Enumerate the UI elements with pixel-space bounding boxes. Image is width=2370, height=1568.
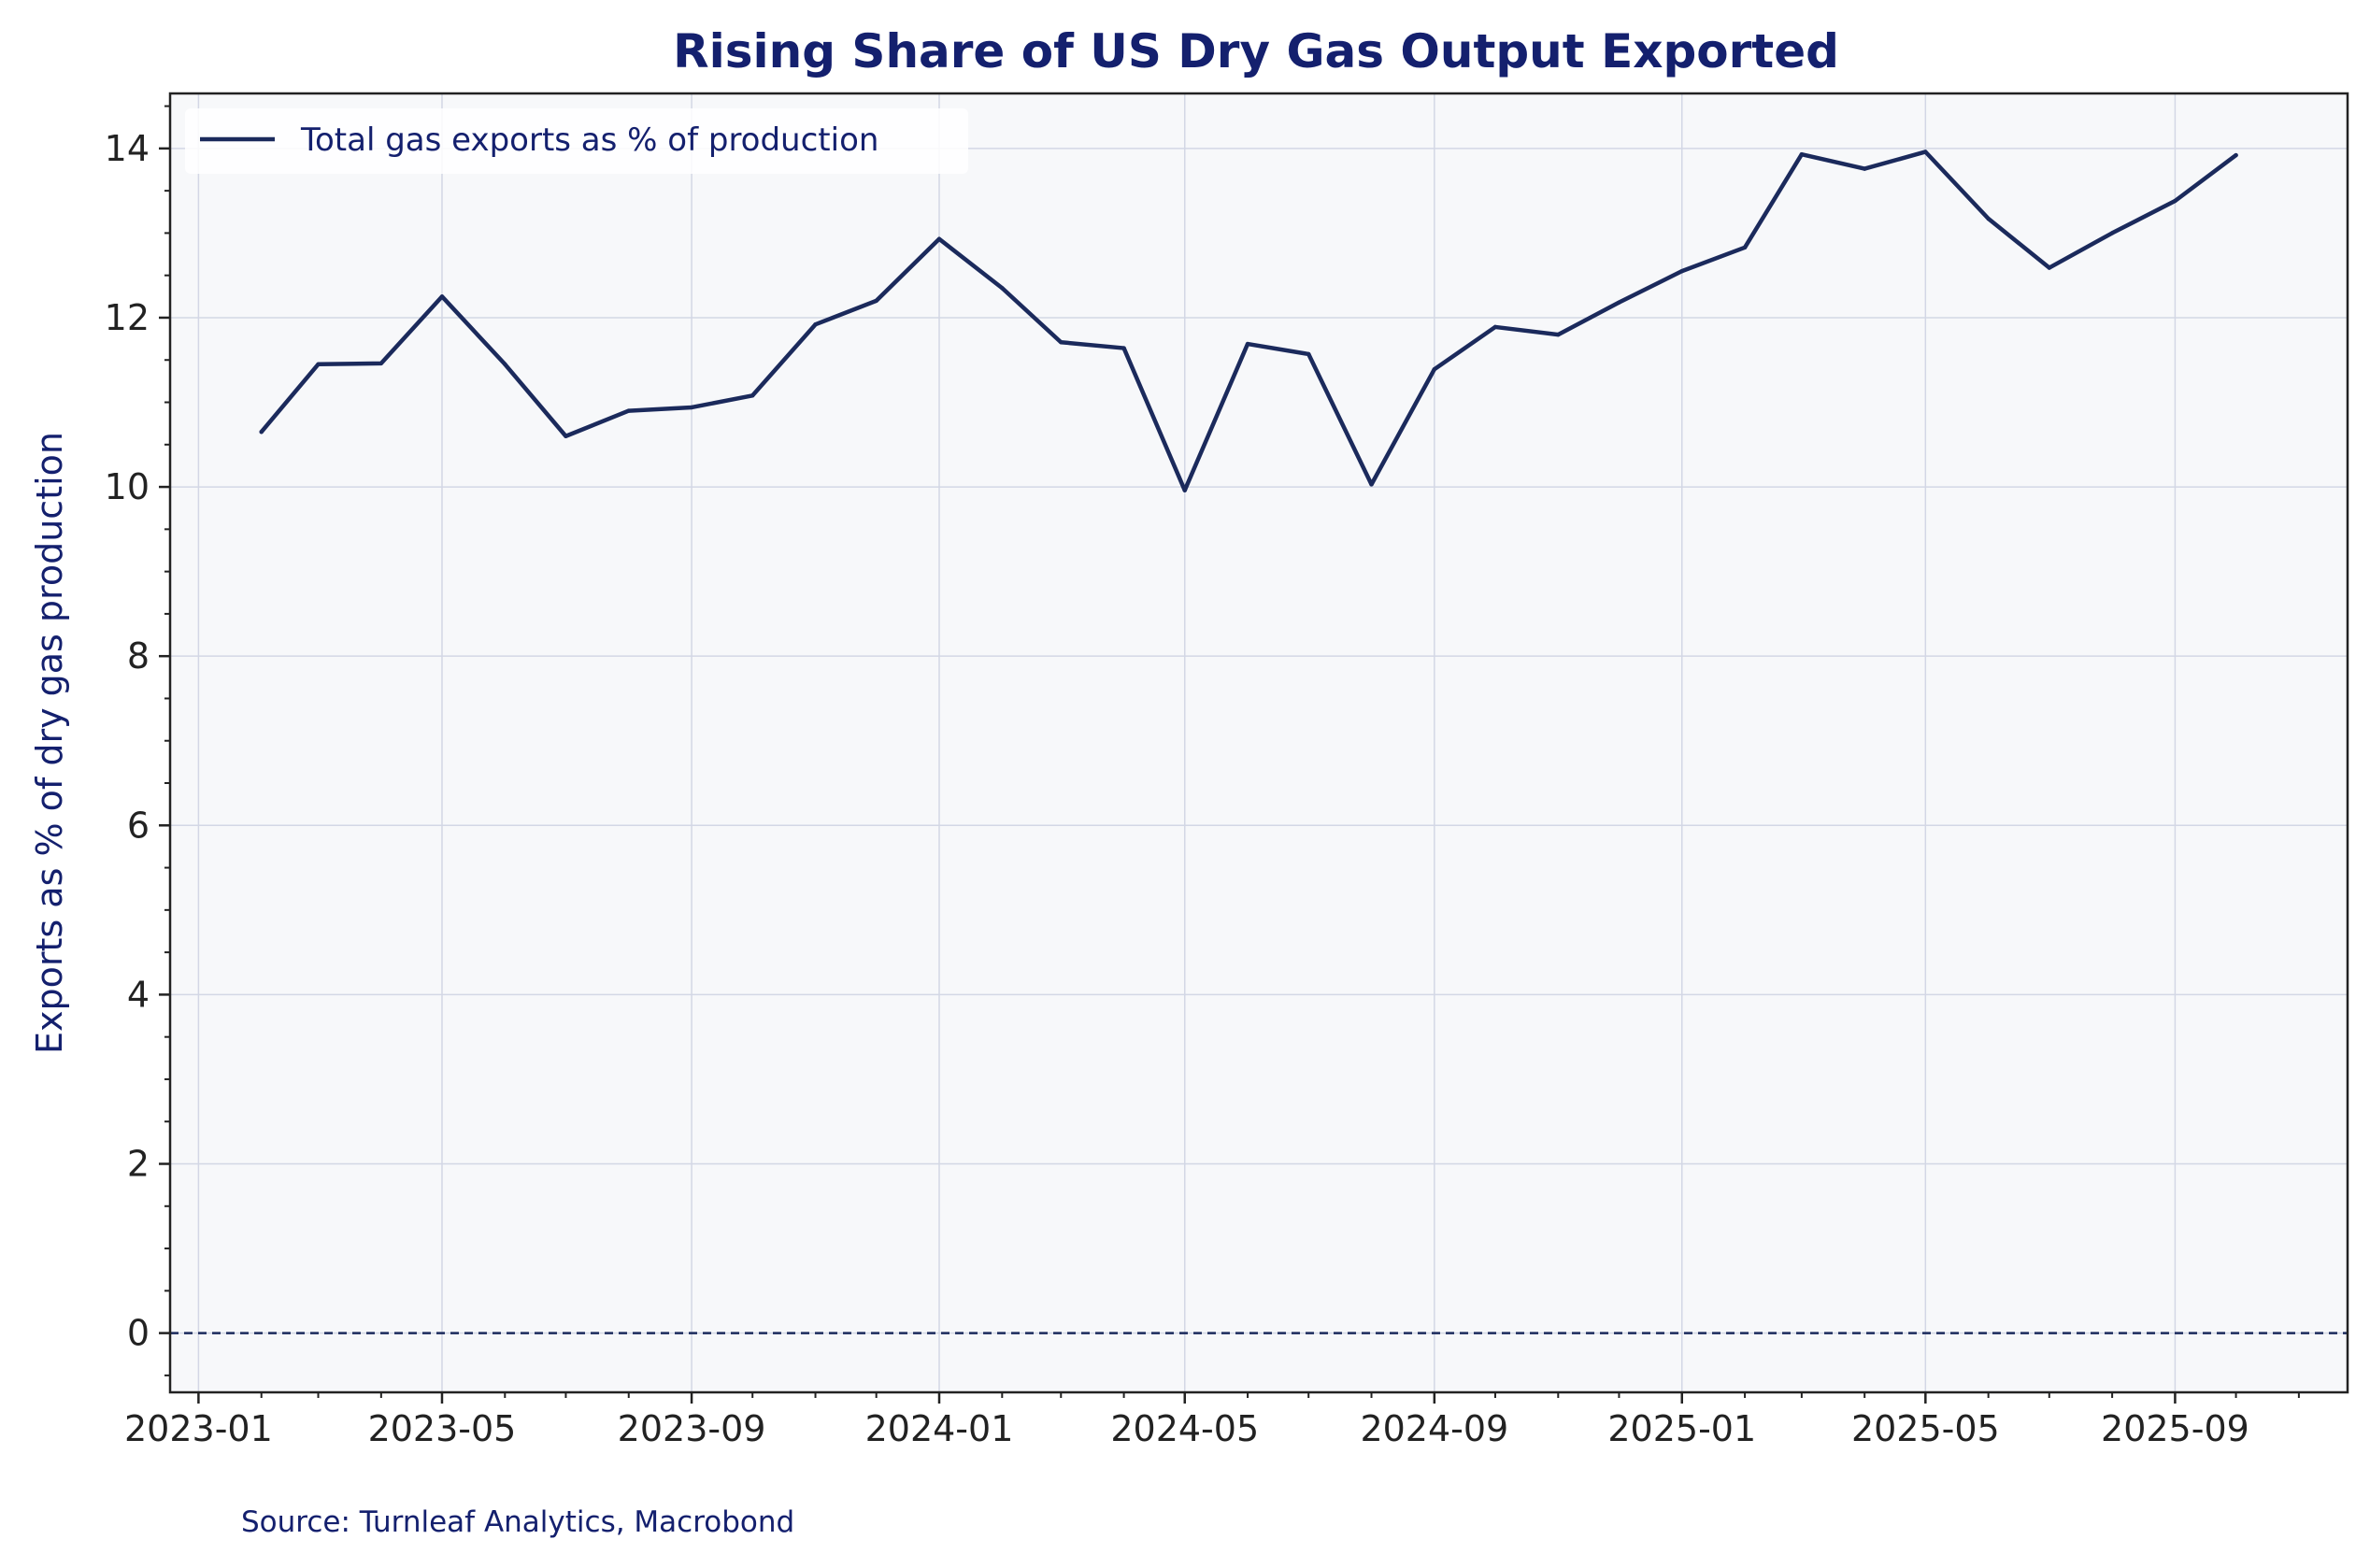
- data-point: [936, 236, 942, 241]
- legend-box: [185, 108, 968, 174]
- data-point: [378, 361, 384, 366]
- data-point: [1799, 151, 1805, 157]
- data-point: [1923, 150, 1928, 154]
- data-point: [1369, 482, 1374, 487]
- data-point: [1679, 268, 1684, 274]
- data-point: [689, 405, 694, 410]
- chart-title: Rising Share of US Dry Gas Output Export…: [673, 24, 1839, 78]
- plot-area: [170, 93, 2348, 1392]
- data-point: [750, 393, 755, 398]
- data-point: [2234, 152, 2238, 158]
- data-point: [1245, 341, 1250, 347]
- y-tick-label: 4: [127, 974, 150, 1015]
- x-tick-label: 2024-01: [865, 1408, 1014, 1449]
- legend: Total gas exports as % of production: [185, 108, 968, 174]
- y-tick-label: 6: [127, 805, 150, 846]
- data-point: [1121, 346, 1126, 350]
- data-point: [874, 298, 878, 304]
- data-point: [1556, 332, 1561, 337]
- x-tick-label: 2025-05: [1851, 1408, 2000, 1449]
- y-tick-label: 14: [105, 128, 150, 169]
- data-point: [2173, 198, 2177, 204]
- data-point: [259, 430, 264, 435]
- plot-frame: [168, 92, 2349, 1394]
- data-point: [1986, 216, 1991, 221]
- x-tick-label: 2023-05: [368, 1408, 517, 1449]
- data-point: [1182, 488, 1187, 492]
- y-tick-label: 12: [105, 297, 150, 338]
- y-tick-label: 8: [127, 635, 150, 677]
- data-point: [1059, 340, 1064, 345]
- grid-lines: [170, 93, 2348, 1392]
- data-point: [1492, 324, 1498, 330]
- y-tick-label: 0: [127, 1313, 150, 1354]
- x-tick-label: 2024-05: [1110, 1408, 1259, 1449]
- data-point: [439, 294, 445, 299]
- x-tick-label: 2023-01: [124, 1408, 273, 1449]
- data-point: [813, 322, 818, 327]
- data-point: [564, 434, 568, 438]
- data-point: [503, 362, 507, 366]
- x-tick-label: 2024-09: [1360, 1408, 1508, 1449]
- y-axis-label: Exports as % of dry gas production: [29, 432, 70, 1054]
- data-point: [2047, 265, 2051, 270]
- y-tick-label: 2: [127, 1144, 150, 1185]
- data-point: [1617, 300, 1621, 305]
- data-point: [1000, 286, 1005, 291]
- x-tick-label: 2025-09: [2101, 1408, 2249, 1449]
- x-tick-label: 2023-09: [618, 1408, 766, 1449]
- legend-entry: Total gas exports as % of production: [300, 121, 878, 159]
- series-layer: [259, 150, 2238, 492]
- y-axis-ticks: 0 2 4 6 8 10 12 14: [105, 105, 170, 1376]
- source-note: Source: Turnleaf Analytics, Macrobond: [241, 1505, 794, 1539]
- data-point: [1742, 245, 1748, 250]
- data-point: [626, 408, 631, 413]
- data-point: [316, 362, 321, 366]
- data-point: [1432, 367, 1437, 372]
- data-point: [2109, 231, 2115, 235]
- x-axis-ticks: 2023-01 2023-05 2023-09 2024-01 2024-05 2024-…: [124, 1392, 2300, 1449]
- x-tick-label: 2025-01: [1607, 1408, 1756, 1449]
- data-point: [1306, 351, 1311, 357]
- data-point: [1862, 166, 1867, 171]
- y-tick-label: 10: [105, 466, 150, 507]
